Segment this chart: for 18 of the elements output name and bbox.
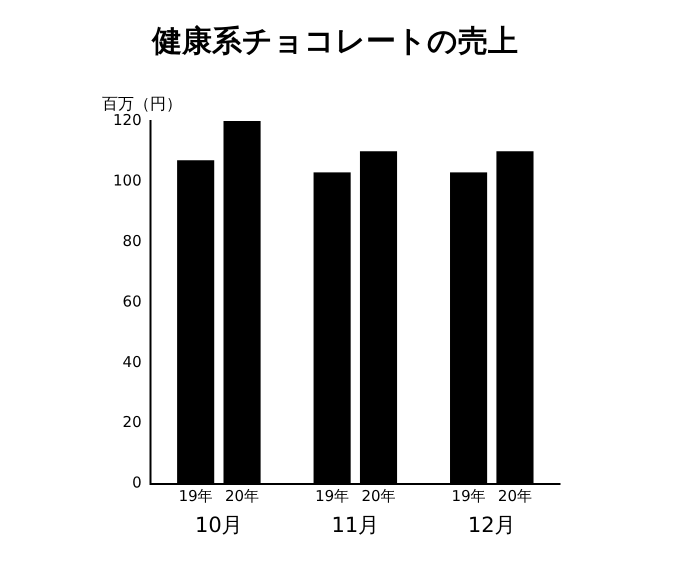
series-label: 19年 <box>178 487 213 506</box>
y-tick-label: 20 <box>122 413 142 432</box>
y-axis-title: 百万（円） <box>102 94 182 114</box>
y-tick-label: 120 <box>112 110 142 129</box>
y-tick-label: 40 <box>122 352 142 371</box>
chart-title: 健康系チョコレートの売上 <box>151 24 518 59</box>
text: 19年 <box>315 487 350 506</box>
y-tick-label: 0 <box>132 474 142 492</box>
text: 20年 <box>361 487 396 506</box>
text: 20年 <box>498 487 532 506</box>
x-tick-label: 10月 <box>194 512 243 537</box>
series-label: 20年 <box>225 487 260 506</box>
y-tick-label: 100 <box>112 171 142 190</box>
x-tick-label: 11月 <box>331 512 380 537</box>
text: 19年 <box>452 487 486 506</box>
y-tick-label: 80 <box>122 232 142 250</box>
y-tick-label: 60 <box>122 292 142 310</box>
x-tick-label: 12月 <box>468 512 516 537</box>
